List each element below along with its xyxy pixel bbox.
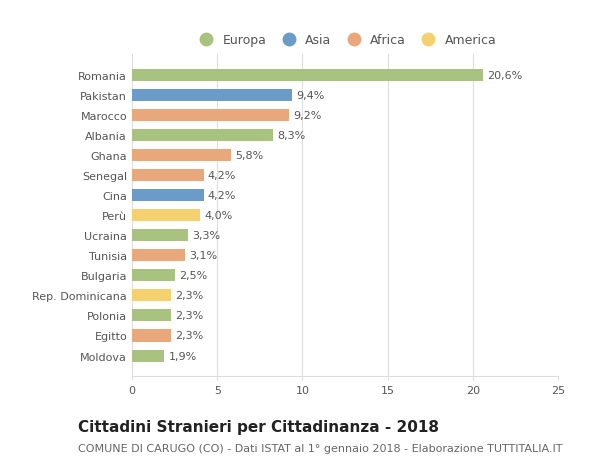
Bar [132,310,171,322]
Bar [132,190,203,202]
Bar [132,330,171,342]
Text: 1,9%: 1,9% [169,351,197,361]
Text: 8,3%: 8,3% [278,131,306,141]
Text: 4,0%: 4,0% [205,211,233,221]
Text: 2,5%: 2,5% [179,271,207,281]
Bar [132,110,289,122]
Bar [132,170,203,182]
Bar [132,270,175,282]
Text: 5,8%: 5,8% [235,151,263,161]
Text: 20,6%: 20,6% [487,71,523,81]
Text: 3,1%: 3,1% [189,251,217,261]
Text: 4,2%: 4,2% [208,171,236,181]
Bar [132,230,188,242]
Bar [132,150,231,162]
Text: 9,2%: 9,2% [293,111,322,121]
Text: Cittadini Stranieri per Cittadinanza - 2018: Cittadini Stranieri per Cittadinanza - 2… [78,419,439,434]
Legend: Europa, Asia, Africa, America: Europa, Asia, Africa, America [188,29,502,52]
Text: 2,3%: 2,3% [175,311,204,321]
Bar [132,90,292,102]
Bar [132,70,483,82]
Text: 2,3%: 2,3% [175,291,204,301]
Text: 4,2%: 4,2% [208,191,236,201]
Bar [132,130,274,142]
Text: 3,3%: 3,3% [193,231,221,241]
Bar [132,290,171,302]
Text: COMUNE DI CARUGO (CO) - Dati ISTAT al 1° gennaio 2018 - Elaborazione TUTTITALIA.: COMUNE DI CARUGO (CO) - Dati ISTAT al 1°… [78,443,563,453]
Bar [132,210,200,222]
Text: 9,4%: 9,4% [296,91,325,101]
Bar [132,350,164,362]
Bar [132,250,185,262]
Text: 2,3%: 2,3% [175,331,204,341]
